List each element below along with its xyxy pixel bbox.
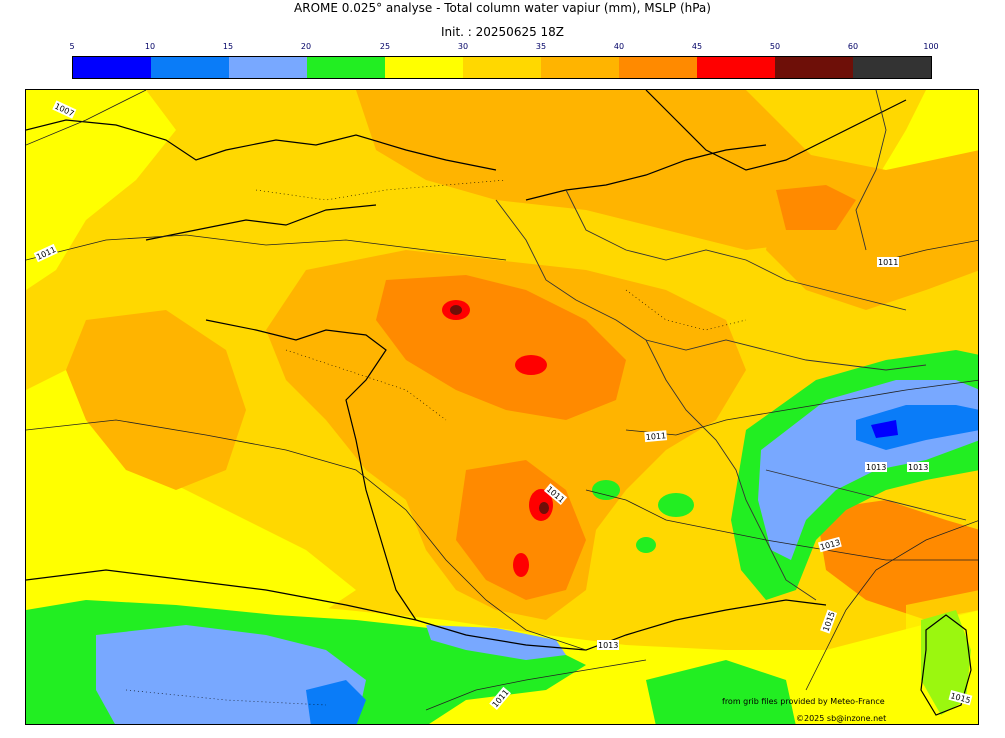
colorbar [72, 56, 932, 79]
colorbar-tick: 50 [769, 42, 781, 51]
data-source-credit: from grib files provided by Meteo-France [722, 697, 885, 706]
colorbar-segment [853, 57, 931, 78]
contour-labels: 1007 1011 1011 1011 1011 1011 1013 1013 … [33, 100, 973, 711]
field-darkorange-1 [376, 275, 626, 420]
colorbar-segment [151, 57, 229, 78]
colorbar-tick: 15 [222, 42, 234, 51]
colorbar-segment [775, 57, 853, 78]
field-yellow-corsica [906, 590, 978, 724]
field-yellow-ocean [26, 370, 356, 610]
colorbar-segment [385, 57, 463, 78]
contour-label: 1013 [908, 463, 928, 472]
contour-label: 1011 [645, 431, 666, 442]
colorbar-segment [541, 57, 619, 78]
colorbar-segment [73, 57, 151, 78]
colorbar-tick: 10 [144, 42, 156, 51]
field-darkred-1 [450, 305, 462, 315]
field-orange-central [266, 250, 746, 620]
field-green-med [646, 660, 796, 724]
map-title: AROME 0.025° analyse - Total column wate… [294, 1, 711, 15]
colorbar-tick: 20 [300, 42, 312, 51]
colorbar-segment [619, 57, 697, 78]
contour-label: 1013 [598, 641, 618, 650]
field-orange-north [356, 90, 856, 250]
coastlines [26, 90, 972, 716]
contour-label: 1013 [866, 463, 886, 472]
field-blue-iberia [306, 680, 366, 724]
init-time: Init. : 20250625 18Z [440, 25, 565, 39]
country-borders [495, 90, 967, 601]
colorbar-tick: 60 [847, 42, 859, 51]
dotted-lines [125, 179, 747, 706]
colorbar-tick-labels: 5 10 15 20 25 30 35 40 45 50 60 100 [0, 42, 1005, 54]
colorbar-segment [229, 57, 307, 78]
field-green-patch-2 [658, 493, 694, 517]
colorbar-tick: 30 [457, 42, 469, 51]
colorbar-tick: 35 [535, 42, 547, 51]
isobars [26, 90, 978, 711]
field-green-patch-3 [636, 537, 656, 553]
colorbar-tick: 5 [69, 42, 75, 51]
colorbar-segment [463, 57, 541, 78]
colorbar-segment [307, 57, 385, 78]
field-blue-alps [856, 405, 978, 450]
contour-label: 1011 [878, 258, 898, 267]
field-darkorange-3 [776, 185, 856, 230]
field-darkblue-alps [871, 420, 898, 438]
field-orange-west [66, 310, 246, 490]
weather-map: 1007 1011 1011 1011 1011 1011 1013 1013 … [25, 89, 979, 725]
copyright-credit: ©2025 sb@inzone.net [796, 714, 887, 723]
colorbar-tick: 40 [613, 42, 625, 51]
colorbar-segment [697, 57, 775, 78]
field-yellow-west [26, 90, 176, 290]
field-darkred-2 [539, 502, 549, 514]
field-green-patch-1 [592, 480, 620, 500]
field-red-2 [515, 355, 547, 375]
colorbar-tick: 100 [923, 42, 939, 51]
field-red-4 [513, 553, 529, 577]
field-lightblue-iberia [96, 625, 366, 724]
colorbar-tick: 45 [691, 42, 703, 51]
colorbar-tick: 25 [379, 42, 391, 51]
